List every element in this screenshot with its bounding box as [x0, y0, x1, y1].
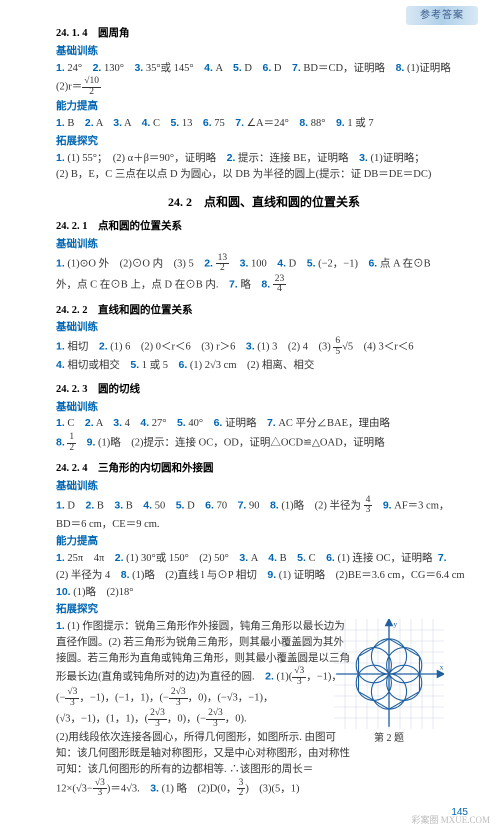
section-title: 24. 2. 2 直线和圆的位置关系 — [56, 303, 472, 319]
training-label: 能力提高 — [56, 534, 472, 550]
answer-line: 4. 相切或相交 5. 1 或 5 6. (1) 2√3 cm (2) 相离、相… — [56, 358, 472, 374]
svg-text:x: x — [440, 663, 444, 672]
answer-line: 1. (1) 55°； (2) α＋β＝90°，证明略 2. 提示：连接 BE，… — [56, 151, 472, 167]
chapter-title: 24. 2 点和圆、直线和圆的位置关系 — [56, 193, 472, 211]
page: 参考答案 24. 1. 4 圆周角 基础训练 1. 24° 2. 130° 3.… — [0, 0, 500, 832]
section-title: 24. 2. 1 点和圆的位置关系 — [56, 219, 472, 235]
answer-line: BD＝6 cm，CE＝9 cm. — [56, 517, 472, 533]
answer-line: 1. B 2. A 3. A 4. C 5. 13 6. 75 7. ∠A＝24… — [56, 116, 472, 132]
training-label: 拓展探究 — [56, 602, 472, 618]
answer-line: 1. (1)⊙O 外 (2)⊙O 内 (3) 5 2. 132 3. 100 4… — [56, 254, 472, 274]
svg-text:y: y — [393, 620, 397, 629]
answer-line: (2) 半径为 4 8. (1)略 (2)直线 l 与⊙P 相切 9. (1) … — [56, 568, 472, 584]
figure-caption: 第 2 题 — [334, 731, 444, 746]
training-label: 基础训练 — [56, 479, 472, 495]
section-title: 24. 1. 4 圆周角 — [56, 26, 472, 42]
training-label: 拓展探究 — [56, 134, 472, 150]
answer-line: 1. D 2. B 3. B 4. 50 5. D 6. 70 7. 90 8.… — [56, 496, 472, 516]
answer-line: 8. 12 9. (1)略 (2)提示：连接 OC，OD，证明△OCD≌△OAD… — [56, 433, 472, 453]
answer-line: (2)r＝√102 — [56, 77, 472, 97]
figure-wrap: 1. (1) 作图提示：锐角三角形作外接圆，钝角三角形以最长边为直径作圆。(2)… — [56, 619, 472, 778]
watermark: 彩案圈 MXUE.COM — [411, 816, 490, 826]
answer-line: 1. 相切 2. (1) 6 (2) 0＜r＜6 (3) r＞6 3. (1) … — [56, 337, 472, 357]
section-title: 24. 2. 4 三角形的内切圆和外接圆 — [56, 461, 472, 477]
training-label: 基础训练 — [56, 400, 472, 416]
page-number: 145 — [56, 805, 472, 820]
page-header-tag: 参考答案 — [406, 6, 478, 25]
answer-line: 1. 25π 4π 2. (1) 30°或 150° (2) 50° 3. A … — [56, 551, 472, 567]
answer-line: 10. (1)略 (2)18° — [56, 585, 472, 601]
figure-diagram: x y — [334, 619, 444, 729]
section-title: 24. 2. 3 圆的切线 — [56, 382, 472, 398]
training-label: 基础训练 — [56, 44, 472, 60]
answer-line: (2) B，E，C 三点在以点 D 为圆心，以 DB 为半径的圆上(提示：证 D… — [56, 167, 472, 183]
answer-line: 1. C 2. A 3. 4 4. 27° 5. 40° 6. 证明略 7. A… — [56, 416, 472, 432]
training-label: 能力提高 — [56, 99, 472, 115]
answer-line: 外，点 C 在⊙B 上，点 D 在⊙B 内. 7. 略 8. 234 — [56, 275, 472, 295]
answer-line: 1. 24° 2. 130° 3. 35°或 145° 4. A 5. D 6.… — [56, 61, 472, 77]
answer-line: 12×(√3−√33)＝4√3. 3. (1) 略 (2)D(0，32) (3)… — [56, 779, 472, 799]
training-label: 基础训练 — [56, 320, 472, 336]
training-label: 基础训练 — [56, 237, 472, 253]
